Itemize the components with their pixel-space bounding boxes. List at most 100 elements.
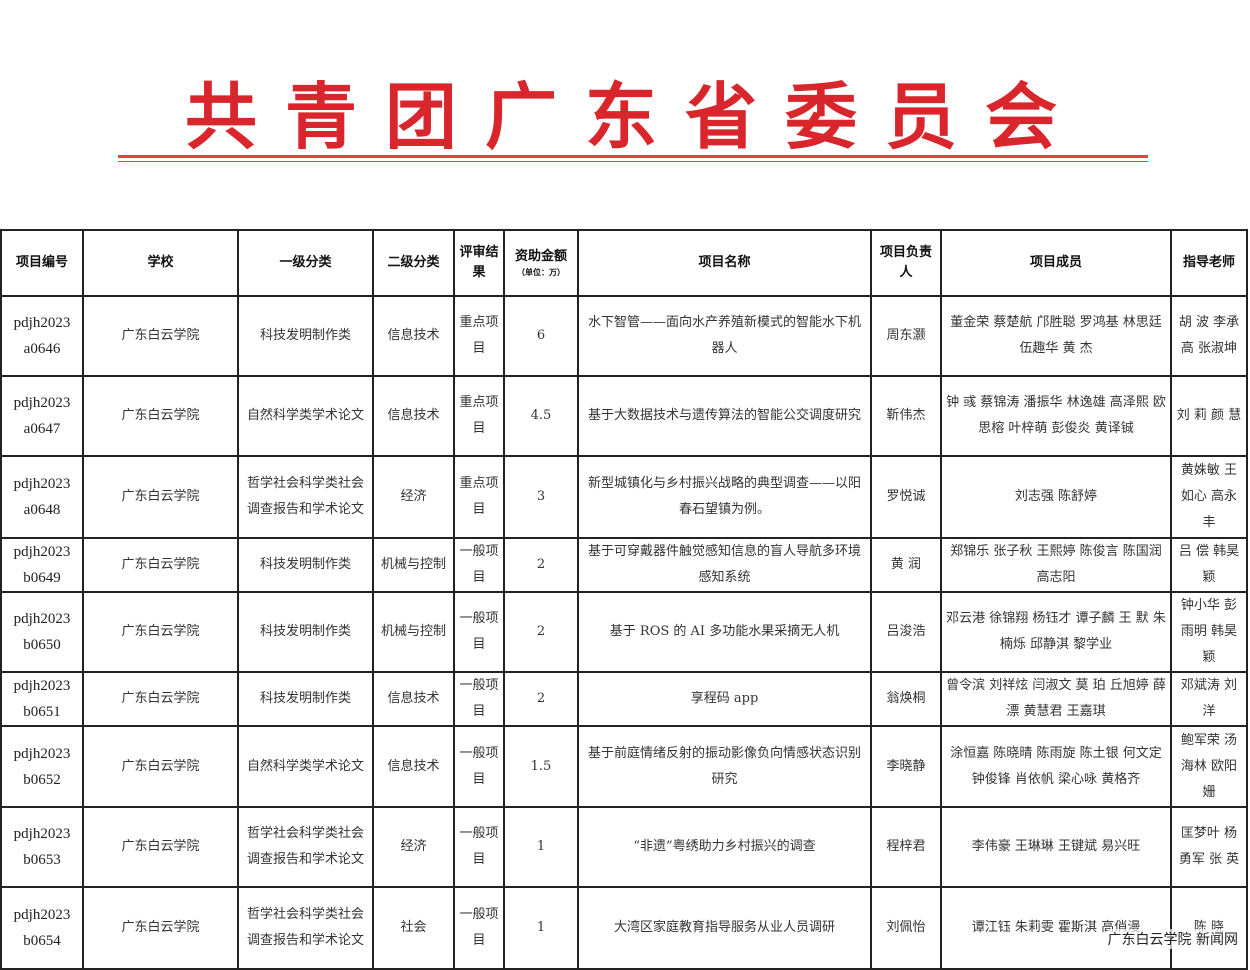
cell-id: pdjh2023 b0651 [0, 671, 84, 727]
cell-id: pdjh2023 b0653 [0, 806, 84, 888]
cell-school: 广东白云学院 [82, 455, 239, 539]
cell-id: pdjh2023 a0647 [0, 375, 84, 457]
table-row: pdjh2023 a0648 广东白云学院 哲学社会科学类社会调查报告和学术论文 经济… [0, 455, 1248, 539]
cell-cat1: 自然科学类学术论文 [237, 725, 374, 808]
cell-school: 广东白云学院 [82, 725, 239, 808]
cell-leader: 李晓静 [870, 725, 942, 808]
cell-advisors: 吕 偿 韩昊颖 [1170, 537, 1248, 593]
cell-members: 郑锦乐 张子秋 王熙婷 陈俊言 陈国润 高志阳 [940, 537, 1172, 593]
col-amount-label: 资助金额 [514, 249, 567, 264]
col-result: 评审结果 [453, 229, 505, 297]
cell-cat1: 科技发明制作类 [237, 591, 374, 673]
cell-id: pdjh2023 a0646 [0, 295, 84, 377]
cell-advisors: 邓斌涛 刘 洋 [1170, 671, 1248, 727]
cell-school: 广东白云学院 [82, 671, 239, 727]
col-name: 项目名称 [577, 229, 872, 297]
cell-name: 基于可穿戴器件触觉感知信息的盲人导航多环境感知系统 [577, 537, 872, 593]
table-header: 项目编号 学校 一级分类 二级分类 评审结果 资助金额 （单位：万） 项目名称 项… [0, 229, 1248, 297]
project-table: 项目编号 学校 一级分类 二级分类 评审结果 资助金额 （单位：万） 项目名称 项… [0, 229, 1248, 970]
table-row: pdjh2023 b0651 广东白云学院 科技发明制作类 信息技术 一般项目 2 享程码 … [0, 671, 1248, 727]
cell-id: pdjh2023 a0648 [0, 455, 84, 539]
cell-advisors: 匡梦叶 杨勇军 张 英 [1170, 806, 1248, 888]
table-row: pdjh2023 b0652 广东白云学院 自然科学类学术论文 信息技术 一般项目 1.5… [0, 725, 1248, 808]
cell-id: pdjh2023 b0649 [0, 537, 84, 593]
cell-name: 基于大数据技术与遗传算法的智能公交调度研究 [577, 375, 872, 457]
cell-leader: 翁焕桐 [870, 671, 942, 727]
cell-cat2: 信息技术 [372, 725, 455, 808]
cell-amount: 2 [503, 591, 579, 673]
table-row: pdjh2023 b0653 广东白云学院 哲学社会科学类社会调查报告和学术论文 经济… [0, 806, 1248, 888]
cell-amount: 1.5 [503, 725, 579, 808]
cell-result: 一般项目 [453, 537, 505, 593]
cell-cat2: 信息技术 [372, 375, 455, 457]
cell-cat1: 科技发明制作类 [237, 295, 374, 377]
cell-name: 享程码 app [577, 671, 872, 727]
col-cat1: 一级分类 [237, 229, 374, 297]
cell-cat1: 哲学社会科学类社会调查报告和学术论文 [237, 886, 374, 970]
cell-result: 一般项目 [453, 671, 505, 727]
col-amount-unit: （单位：万） [517, 268, 565, 277]
cell-advisors: 钟小华 彭雨明 韩昊颖 [1170, 591, 1248, 673]
cell-result: 一般项目 [453, 886, 505, 970]
cell-school: 广东白云学院 [82, 886, 239, 970]
cell-leader: 靳伟杰 [870, 375, 942, 457]
letterhead-rule-thin [118, 161, 1148, 162]
cell-members: 谭江钰 朱莉雯 霍斯淇 高俏漫 [940, 886, 1172, 970]
col-cat2: 二级分类 [372, 229, 455, 297]
cell-school: 广东白云学院 [82, 806, 239, 888]
cell-amount: 2 [503, 671, 579, 727]
cell-amount: 4.5 [503, 375, 579, 457]
col-school: 学校 [82, 229, 239, 297]
cell-name: 基于 ROS 的 AI 多功能水果采摘无人机 [577, 591, 872, 673]
cell-id: pdjh2023 b0650 [0, 591, 84, 673]
cell-school: 广东白云学院 [82, 537, 239, 593]
cell-school: 广东白云学院 [82, 375, 239, 457]
cell-result: 重点项目 [453, 295, 505, 377]
cell-amount: 3 [503, 455, 579, 539]
cell-members: 董金荣 蔡楚航 邝胜聪 罗鸿基 林思廷 伍趣华 黄 杰 [940, 295, 1172, 377]
col-id: 项目编号 [0, 229, 84, 297]
cell-amount: 1 [503, 806, 579, 888]
cell-id: pdjh2023 b0652 [0, 725, 84, 808]
cell-id: pdjh2023 b0654 [0, 886, 84, 970]
cell-school: 广东白云学院 [82, 591, 239, 673]
table-row: pdjh2023 b0654 广东白云学院 哲学社会科学类社会调查报告和学术论文 社会… [0, 886, 1248, 970]
cell-leader: 吕浚浩 [870, 591, 942, 673]
cell-leader: 罗悦诚 [870, 455, 942, 539]
cell-name: 水下智管——面向水产养殖新模式的智能水下机器人 [577, 295, 872, 377]
col-amount: 资助金额 （单位：万） [503, 229, 579, 297]
cell-result: 一般项目 [453, 591, 505, 673]
cell-cat1: 科技发明制作类 [237, 537, 374, 593]
letterhead-title: 共青团广东省委员会 [184, 74, 1085, 159]
cell-cat2: 机械与控制 [372, 591, 455, 673]
cell-members: 曾令滨 刘祥炫 闫淑文 莫 珀 丘旭婷 薛 漂 黄慧君 王嘉琪 [940, 671, 1172, 727]
cell-cat2: 经济 [372, 806, 455, 888]
cell-cat2: 机械与控制 [372, 537, 455, 593]
cell-members: 李伟豪 王琳琳 王键斌 易兴旺 [940, 806, 1172, 888]
cell-advisors: 鲍军荣 汤海林 欧阳姗 [1170, 725, 1248, 808]
cell-cat1: 自然科学类学术论文 [237, 375, 374, 457]
cell-name: 新型城镇化与乡村振兴战略的典型调查——以阳春石望镇为例。 [577, 455, 872, 539]
cell-amount: 2 [503, 537, 579, 593]
cell-cat2: 信息技术 [372, 295, 455, 377]
table-row: pdjh2023 b0650 广东白云学院 科技发明制作类 机械与控制 一般项目 2 基于 … [0, 591, 1248, 673]
col-advisors: 指导老师 [1170, 229, 1248, 297]
cell-name: 基于前庭情绪反射的振动影像负向情感状态识别研究 [577, 725, 872, 808]
cell-leader: 黄 润 [870, 537, 942, 593]
cell-result: 一般项目 [453, 725, 505, 808]
table-row: pdjh2023 b0649 广东白云学院 科技发明制作类 机械与控制 一般项目 2 基于可… [0, 537, 1248, 593]
cell-cat2: 社会 [372, 886, 455, 970]
cell-result: 重点项目 [453, 375, 505, 457]
cell-cat2: 信息技术 [372, 671, 455, 727]
cell-result: 重点项目 [453, 455, 505, 539]
letterhead-rule [118, 155, 1148, 158]
cell-school: 广东白云学院 [82, 295, 239, 377]
cell-members: 涂恒嘉 陈晓晴 陈雨旋 陈土银 何文定 钟俊锋 肖依帆 梁心咏 黄格齐 [940, 725, 1172, 808]
table-row: pdjh2023 a0646 广东白云学院 科技发明制作类 信息技术 重点项目 6 水下智管… [0, 295, 1248, 377]
cell-members: 邓云港 徐锦翔 杨钰才 谭子麟 王 默 朱楠烁 邱静淇 黎学业 [940, 591, 1172, 673]
cell-leader: 周东灏 [870, 295, 942, 377]
cell-cat1: 科技发明制作类 [237, 671, 374, 727]
col-leader: 项目负责人 [870, 229, 942, 297]
cell-members: 刘志强 陈舒婷 [940, 455, 1172, 539]
watermark-logo: 广东白云学院 新闻网 [1107, 929, 1238, 949]
